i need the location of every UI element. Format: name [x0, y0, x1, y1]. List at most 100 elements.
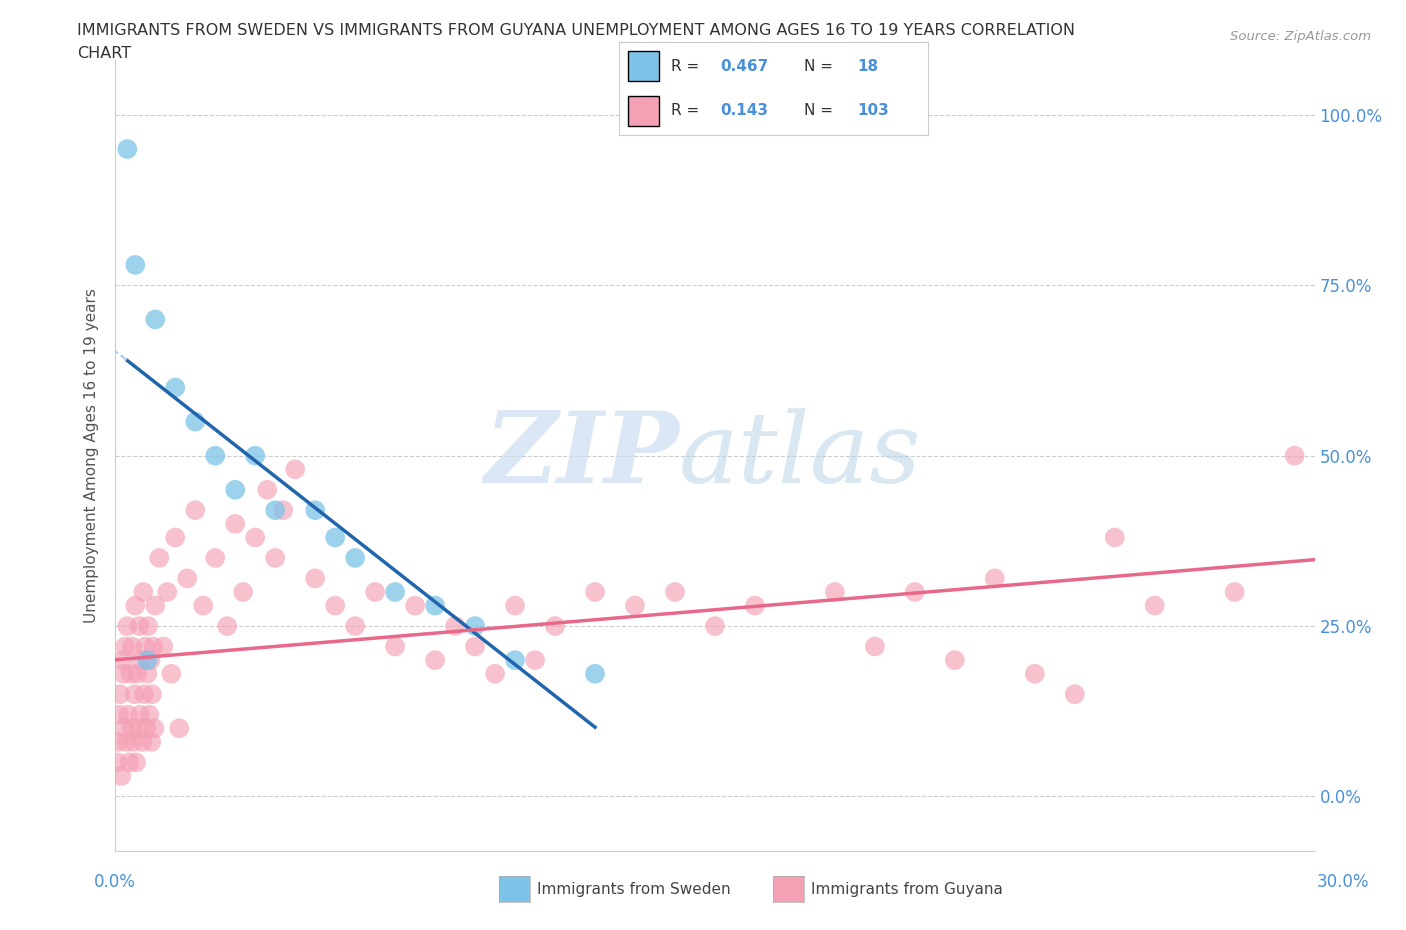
Point — [176, 571, 198, 586]
Point — [143, 312, 166, 326]
Point — [524, 653, 547, 668]
Point — [139, 653, 162, 668]
Point — [129, 653, 152, 668]
Point — [143, 721, 166, 736]
Point — [824, 585, 846, 600]
Point — [583, 666, 606, 681]
Point — [136, 666, 159, 681]
Text: Immigrants from Sweden: Immigrants from Sweden — [537, 882, 731, 897]
Point — [503, 598, 526, 613]
Point — [204, 448, 226, 463]
Text: CHART: CHART — [77, 46, 131, 61]
Y-axis label: Unemployment Among Ages 16 to 19 years: Unemployment Among Ages 16 to 19 years — [84, 288, 100, 623]
Point — [193, 598, 215, 613]
Text: 18: 18 — [856, 59, 877, 73]
Point — [120, 666, 142, 681]
Point — [245, 448, 267, 463]
Point — [184, 414, 207, 429]
Text: R =: R = — [671, 59, 704, 73]
Point — [264, 503, 287, 518]
Text: IMMIGRANTS FROM SWEDEN VS IMMIGRANTS FROM GUYANA UNEMPLOYMENT AMONG AGES 16 TO 1: IMMIGRANTS FROM SWEDEN VS IMMIGRANTS FRO… — [77, 23, 1076, 38]
Text: 0.467: 0.467 — [721, 59, 769, 73]
Point — [117, 707, 139, 722]
Point — [464, 639, 486, 654]
Point — [904, 585, 927, 600]
Point — [384, 639, 406, 654]
Point — [744, 598, 766, 613]
Point — [125, 755, 148, 770]
Point — [117, 141, 139, 156]
Point — [112, 721, 135, 736]
Point — [141, 686, 163, 701]
Point — [1143, 598, 1166, 613]
Point — [1104, 530, 1126, 545]
Point — [384, 585, 406, 600]
Point — [224, 483, 246, 498]
Point — [105, 755, 128, 770]
Point — [165, 530, 187, 545]
Text: Source: ZipAtlas.com: Source: ZipAtlas.com — [1230, 30, 1371, 43]
Point — [107, 735, 129, 750]
Point — [484, 666, 506, 681]
FancyBboxPatch shape — [628, 51, 659, 81]
Point — [1024, 666, 1046, 681]
Text: atlas: atlas — [679, 408, 922, 503]
Point — [1284, 448, 1306, 463]
Text: R =: R = — [671, 103, 704, 118]
Point — [256, 483, 278, 498]
Point — [132, 686, 155, 701]
Point — [121, 639, 143, 654]
Point — [1063, 686, 1085, 701]
Point — [131, 735, 153, 750]
Point — [444, 618, 467, 633]
Point — [122, 735, 145, 750]
Point — [284, 462, 307, 477]
Point — [863, 639, 886, 654]
Point — [1223, 585, 1246, 600]
Point — [124, 686, 146, 701]
Text: 0.143: 0.143 — [721, 103, 769, 118]
Point — [156, 585, 179, 600]
Point — [464, 618, 486, 633]
Point — [152, 639, 174, 654]
Point — [323, 530, 346, 545]
Text: N =: N = — [804, 103, 838, 118]
Point — [423, 653, 446, 668]
Point — [624, 598, 647, 613]
Point — [704, 618, 727, 633]
Point — [664, 585, 686, 600]
Point — [184, 503, 207, 518]
Point — [344, 618, 367, 633]
Point — [120, 721, 142, 736]
Point — [112, 666, 135, 681]
Point — [141, 735, 163, 750]
Point — [323, 598, 346, 613]
Point — [136, 618, 159, 633]
Point — [943, 653, 966, 668]
Point — [132, 585, 155, 600]
Point — [127, 721, 149, 736]
Point — [217, 618, 239, 633]
Point — [118, 755, 141, 770]
Text: Immigrants from Guyana: Immigrants from Guyana — [811, 882, 1002, 897]
Point — [114, 639, 136, 654]
Point — [364, 585, 387, 600]
Point — [544, 618, 567, 633]
Point — [111, 653, 134, 668]
Point — [423, 598, 446, 613]
Point — [129, 707, 152, 722]
Point — [108, 707, 131, 722]
Point — [127, 666, 149, 681]
Point — [245, 530, 267, 545]
Point — [110, 768, 132, 783]
Point — [143, 598, 166, 613]
Point — [128, 618, 150, 633]
FancyBboxPatch shape — [628, 96, 659, 126]
Point — [124, 258, 146, 272]
Text: ZIP: ZIP — [484, 407, 679, 504]
Point — [984, 571, 1007, 586]
Text: 103: 103 — [856, 103, 889, 118]
Point — [142, 639, 165, 654]
Point — [135, 721, 157, 736]
Text: N =: N = — [804, 59, 838, 73]
